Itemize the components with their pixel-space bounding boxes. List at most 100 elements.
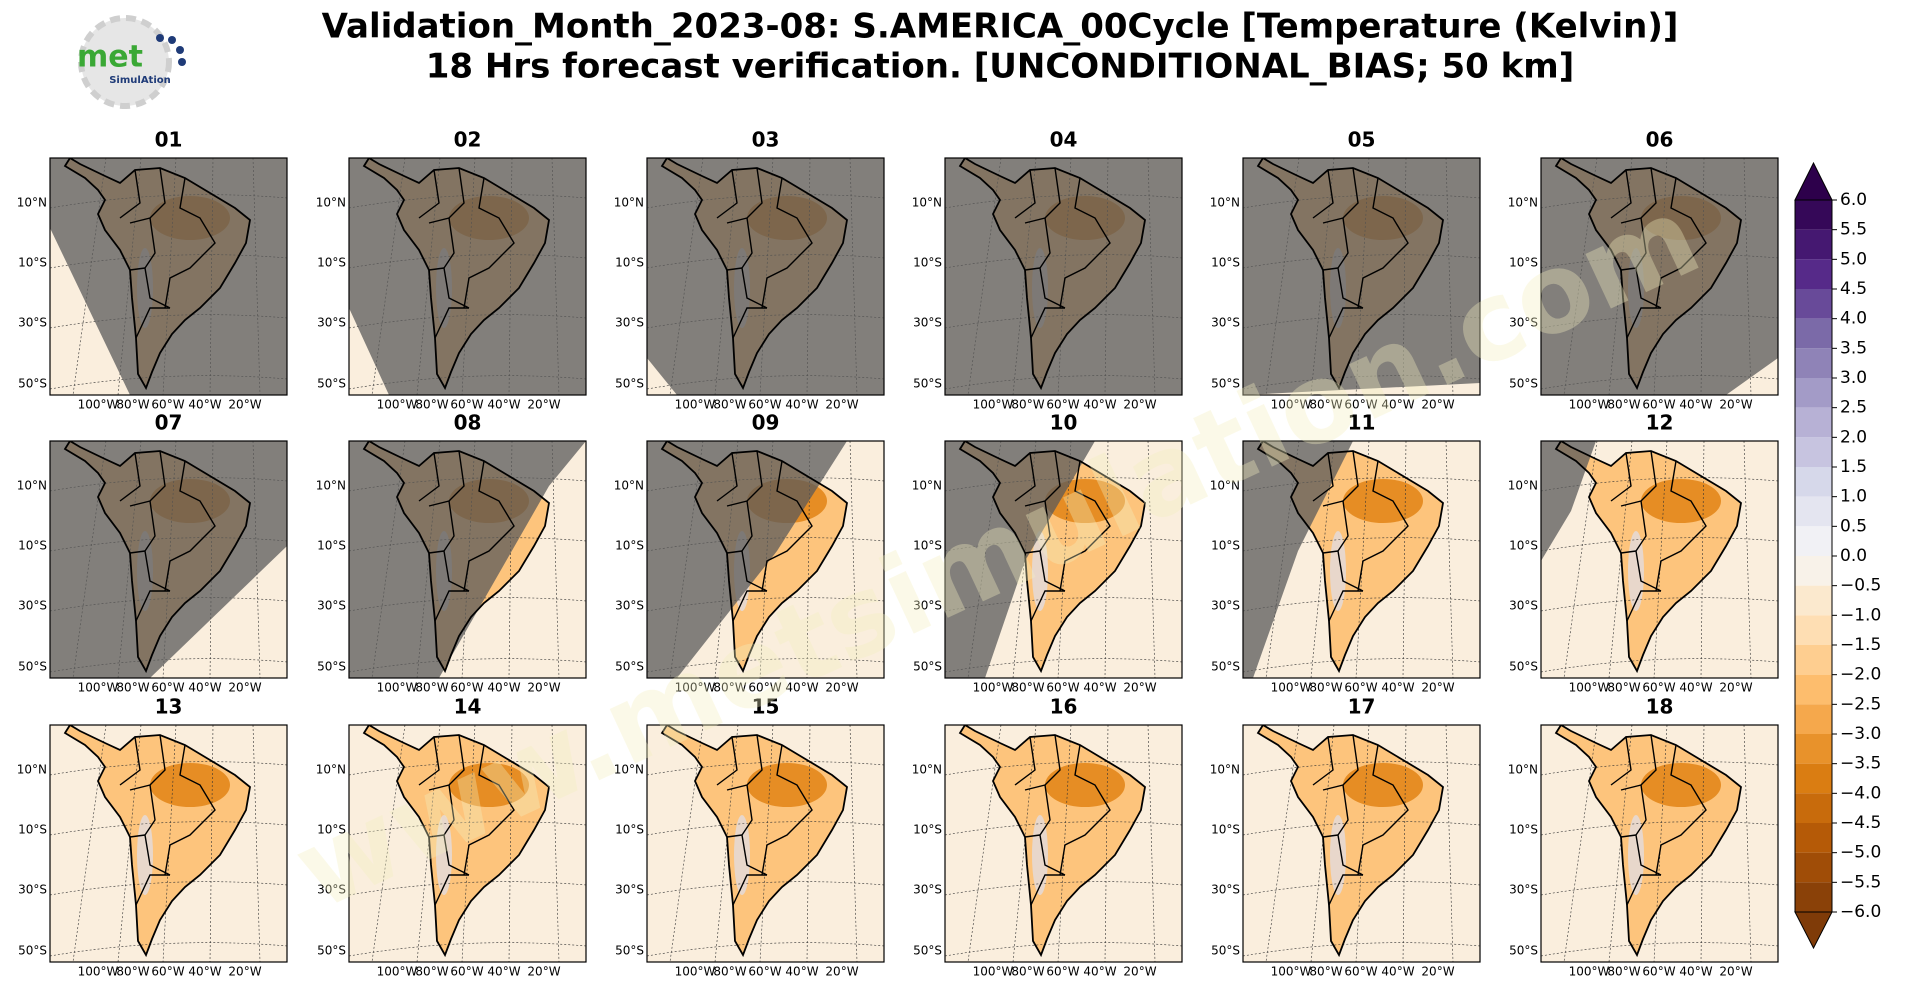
graticule [806, 441, 811, 678]
lon-label: 20°W [1123, 398, 1156, 412]
lon-label: 100°W [675, 681, 716, 695]
lat-label: 30°S [1211, 316, 1240, 330]
lat-label: 50°S [18, 944, 47, 958]
lon-label: 100°W [377, 398, 418, 412]
land-hotspot [1045, 763, 1125, 807]
night-mask [1243, 158, 1480, 395]
panel-frame [49, 157, 288, 396]
border [1030, 590, 1065, 622]
graticule [551, 725, 560, 962]
panel-title: 06 [1646, 128, 1674, 152]
colorbar-tick-label: −1.0 [1840, 605, 1881, 625]
border [1328, 590, 1363, 622]
colorbar-tick-label: 1.0 [1840, 487, 1867, 507]
logo-main: met [77, 40, 143, 75]
graticule [1743, 441, 1752, 678]
lat-label: 10°N [1508, 763, 1538, 777]
logo-dot [178, 58, 186, 66]
map-panel: 02 10°N 10°S 30°S 50°S 100°W80°W 60°W 40°W 20°W [316, 128, 587, 412]
lat-label: 50°S [615, 944, 644, 958]
border [1024, 167, 1061, 224]
logo-dot [168, 36, 176, 44]
map-body [349, 725, 586, 962]
border [1014, 452, 1036, 502]
map-panel: 15 10°N 10°S 30°S 50°S 100°W80°W 60°W 40°W 20°W [614, 695, 885, 979]
land-hotspot [1343, 763, 1423, 807]
lon-label: 60°W [151, 681, 184, 695]
colorbar-bin [1795, 763, 1832, 794]
panel-frame [348, 724, 587, 963]
colorbar-bin [1795, 823, 1832, 853]
lon-label: 60°W [1344, 398, 1377, 412]
map-panel: 06 10°N 10°S 30°S 50°S 100°W80°W 60°W 40°W 20°W [1508, 128, 1779, 412]
lon-label: 100°W [78, 398, 119, 412]
graticule [1445, 441, 1454, 678]
border [434, 307, 469, 339]
graticule [1243, 942, 1480, 957]
graticule [647, 821, 884, 836]
lon-label: 40°W [188, 681, 221, 695]
border [1626, 874, 1661, 906]
lon-label: 20°W [527, 965, 560, 979]
land-hotspot [150, 763, 230, 807]
colorbar-bin [1795, 734, 1832, 764]
lat-label: 30°S [317, 599, 346, 613]
lon-label: 20°W [1123, 681, 1156, 695]
lon-label: 100°W [1569, 398, 1610, 412]
border [1312, 452, 1334, 502]
lat-label: 50°S [615, 377, 644, 391]
border [1610, 736, 1632, 786]
map-body [50, 441, 287, 678]
lat-label: 10°N [614, 196, 644, 210]
map-body [1541, 158, 1778, 395]
lat-label: 50°S [1509, 377, 1538, 391]
lat-label: 10°N [912, 196, 942, 210]
border [1014, 736, 1036, 786]
colorbar-bin [1795, 407, 1832, 438]
panel-frame [49, 724, 288, 963]
lon-label: 20°W [1719, 681, 1752, 695]
panel-frame [646, 440, 885, 679]
panel-frame [348, 157, 587, 396]
lon-label: 40°W [1381, 398, 1414, 412]
colorbar-bin [1795, 467, 1832, 497]
colorbar-tick-label: −1.5 [1840, 635, 1881, 655]
lon-label: 40°W [1679, 681, 1712, 695]
lon-label: 100°W [675, 965, 716, 979]
lat-label: 10°S [1211, 256, 1240, 270]
colorbar-tick-label: −4.0 [1840, 783, 1881, 803]
colorbar-extend-high [1794, 161, 1833, 201]
colorbar: 6.0 5.5 5.0 4.5 4.0 3.5 3.0 2.5 2.0 1.5 1.0 0.5 0.0 −… [1794, 161, 1881, 950]
graticule [209, 441, 214, 678]
lon-label: 40°W [188, 398, 221, 412]
graticule [1104, 441, 1109, 678]
lon-label: 60°W [1046, 681, 1079, 695]
panel-frame [944, 440, 1183, 679]
graticule [1700, 441, 1705, 678]
colorbar-bin [1795, 793, 1832, 823]
border [135, 874, 170, 906]
panel-title: 01 [155, 128, 183, 152]
colorbar-tick-label: 1.5 [1840, 457, 1867, 477]
logo-dot [156, 34, 164, 42]
lon-label: 80°W [1309, 965, 1342, 979]
border [1655, 460, 1707, 592]
border [428, 550, 445, 554]
graticule [849, 725, 858, 962]
logo: met SimulAtion [77, 15, 186, 109]
graticule [1355, 725, 1370, 962]
border [1626, 307, 1661, 339]
panel-title: 12 [1646, 411, 1674, 435]
lon-label: 100°W [78, 965, 119, 979]
border [726, 267, 743, 271]
graticule [1402, 441, 1407, 678]
lat-label: 30°S [1509, 316, 1538, 330]
border [732, 874, 767, 906]
lat-label: 30°S [1211, 883, 1240, 897]
lon-label: 40°W [487, 398, 520, 412]
lat-label: 10°S [1211, 539, 1240, 553]
colorbar-tick-label: 6.0 [1840, 190, 1867, 210]
lat-label: 10°S [913, 539, 942, 553]
graticule [1402, 725, 1407, 962]
